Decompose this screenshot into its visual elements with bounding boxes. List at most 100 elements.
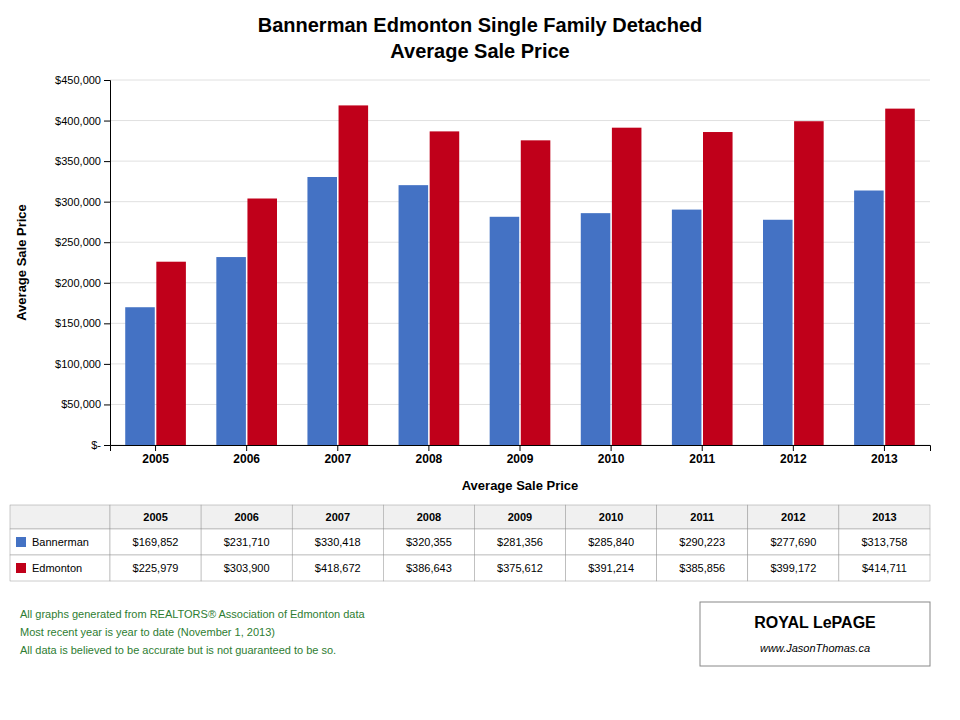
bar (307, 177, 337, 445)
table-cell (474, 529, 565, 555)
tick: 2013 (871, 445, 898, 466)
legend-entry: Bannerman (32, 536, 89, 548)
bar (339, 105, 369, 445)
table-cell (110, 529, 201, 555)
tick-mark (104, 404, 110, 405)
grid-line (110, 120, 930, 121)
tick-label: $150,000 (55, 317, 101, 329)
tick-label: $450,000 (55, 74, 101, 86)
bar (399, 185, 429, 445)
table-value: $231,710 (224, 536, 270, 548)
table-header: 2011 (690, 511, 714, 523)
bar (521, 140, 551, 445)
tick: $200,000 (55, 277, 110, 289)
table-cell (657, 529, 748, 555)
tick-label: $100,000 (55, 358, 101, 370)
tick-mark (104, 121, 110, 122)
table-cell (474, 505, 565, 529)
table-value: $290,223 (679, 536, 725, 548)
table-value: $313,758 (861, 536, 907, 548)
table-cell (383, 555, 474, 581)
tick-mark (884, 445, 885, 451)
tick: 2012 (780, 445, 807, 466)
table-header: 2005 (143, 511, 167, 523)
table-cell (383, 505, 474, 529)
tick-mark (520, 445, 521, 451)
tick-label: $300,000 (55, 196, 101, 208)
tick-label: 2006 (233, 452, 260, 466)
tick: 2010 (598, 445, 625, 466)
table-cell (474, 555, 565, 581)
table-cell (839, 555, 930, 581)
tick-mark (337, 445, 338, 451)
tick-mark (155, 445, 156, 451)
footnote: All data is believed to be accurate but … (20, 644, 336, 656)
table-value: $330,418 (315, 536, 361, 548)
table-value: $399,172 (770, 562, 816, 574)
footnote: All graphs generated from REALTORS® Asso… (20, 608, 365, 620)
grid (110, 80, 930, 445)
x-axis: 200520062007200820092010201120122013 (111, 445, 931, 466)
bar (672, 210, 702, 445)
table-cell (201, 529, 292, 555)
table-cell (748, 555, 839, 581)
tick-mark (246, 445, 247, 451)
table-value: $285,840 (588, 536, 634, 548)
table-cell (292, 529, 383, 555)
bar (703, 132, 733, 445)
tick: $50,000 (61, 398, 110, 410)
tick-label: 2013 (871, 452, 898, 466)
tick: 2011 (689, 445, 715, 466)
table-value: $391,214 (588, 562, 634, 574)
tick-label: $- (91, 439, 101, 451)
chart-svg: Bannerman Edmonton Single Family Detache… (0, 0, 960, 720)
tick-mark (611, 445, 612, 451)
table-value: $303,900 (224, 562, 270, 574)
table-header: 2010 (599, 511, 623, 523)
table-cell (292, 505, 383, 529)
tick-mark (104, 445, 110, 446)
tick-label: $350,000 (55, 155, 101, 167)
tick: $450,000 (55, 74, 110, 86)
bar-series (125, 177, 883, 445)
tick-label: $50,000 (61, 398, 101, 410)
table-value: $385,856 (679, 562, 725, 574)
table-header: 2012 (781, 511, 805, 523)
tick-mark (104, 242, 110, 243)
table-value: $418,672 (315, 562, 361, 574)
table-cell (292, 555, 383, 581)
table-cell (566, 555, 657, 581)
table-header: 2006 (234, 511, 258, 523)
axis-line (111, 446, 931, 452)
table-value: $281,356 (497, 536, 543, 548)
legend-swatch (16, 537, 26, 547)
table-value: $414,711 (862, 562, 907, 574)
table-cell (10, 505, 110, 529)
logo-website: www.JasonThomas.ca (760, 642, 870, 654)
tick: $300,000 (55, 196, 110, 208)
tick-mark (104, 202, 110, 203)
tick: $100,000 (55, 358, 110, 370)
table-header: 2007 (326, 511, 350, 523)
tick-label: 2008 (416, 452, 443, 466)
tick-label: $200,000 (55, 277, 101, 289)
table-cell (10, 555, 110, 581)
bar (490, 217, 520, 445)
tick-mark (702, 445, 703, 451)
tick-label: 2011 (689, 452, 715, 466)
table-cell (839, 505, 930, 529)
logo-text: ROYAL LePAGE (754, 614, 876, 631)
bar-series (156, 105, 914, 445)
tick-mark (104, 323, 110, 324)
legend-entry: Edmonton (32, 562, 82, 574)
grid-line (110, 80, 930, 81)
tick: 2008 (416, 445, 443, 466)
legend-swatch (16, 563, 26, 573)
bar (430, 131, 460, 445)
table-cell (201, 505, 292, 529)
table-value: $169,852 (133, 536, 179, 548)
tick-label: $400,000 (55, 115, 101, 127)
table-value: $320,355 (406, 536, 452, 548)
tick-mark (793, 445, 794, 451)
table-header: 2009 (508, 511, 532, 523)
